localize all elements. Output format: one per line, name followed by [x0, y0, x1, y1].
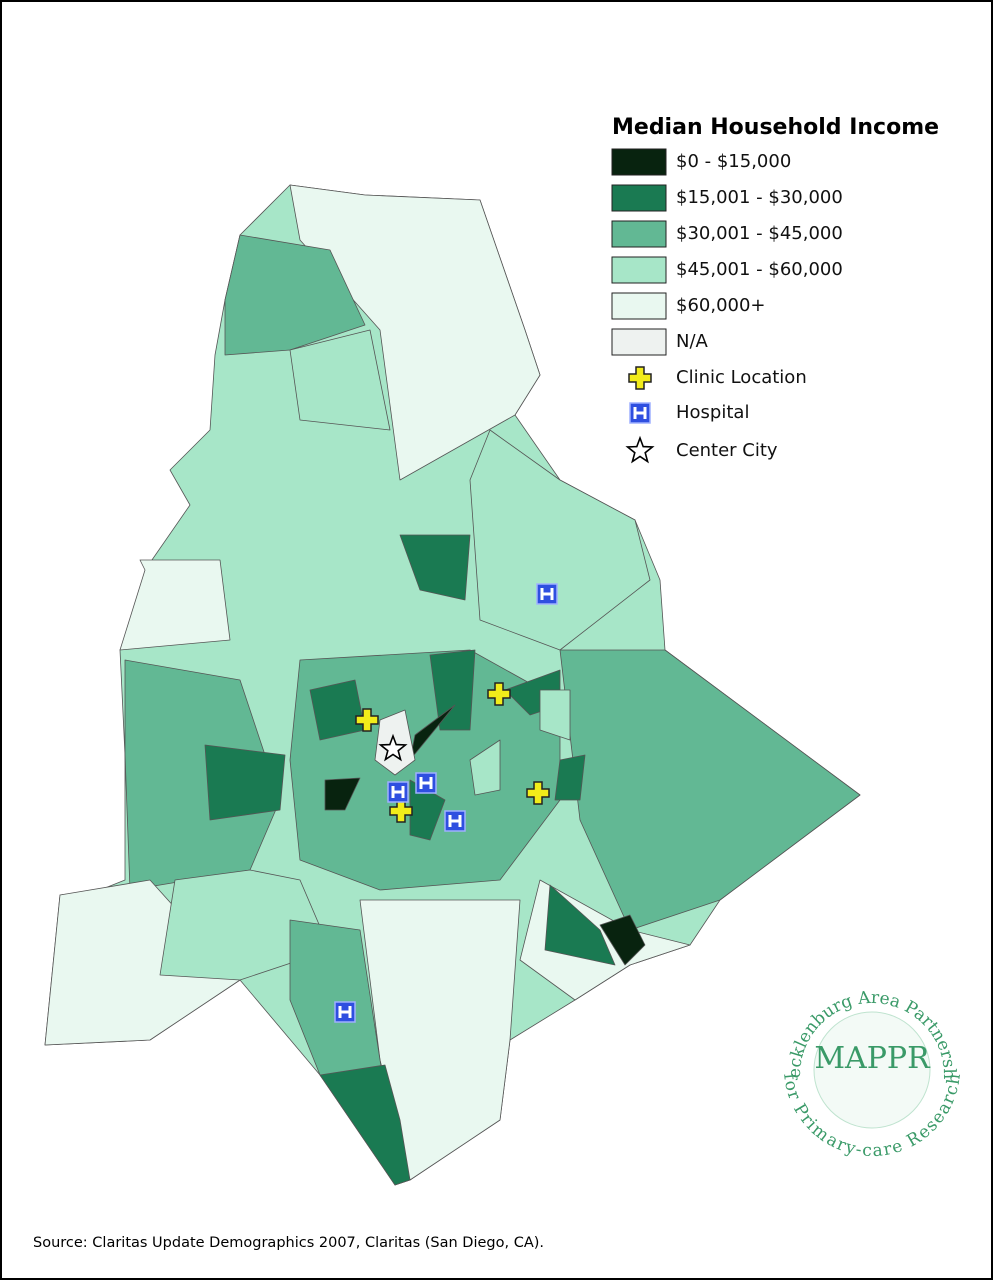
tract: [204, 744, 286, 821]
tract: [559, 649, 861, 931]
legend-swatch: [611, 220, 667, 248]
tract: [119, 559, 231, 651]
tract: [469, 739, 501, 796]
legend-swatch: [611, 256, 667, 284]
tract: [289, 329, 391, 431]
clinic-icon: [628, 366, 652, 390]
tract: [429, 649, 476, 731]
center-city-icon: [378, 733, 408, 762]
tract: [309, 679, 366, 741]
hospital-letter: [633, 407, 647, 419]
logo-acronym: MAPPR: [814, 1041, 931, 1076]
clinic-icon: [526, 781, 550, 805]
tract: [544, 884, 616, 966]
legend-label: N/A: [676, 331, 709, 352]
markers: [334, 583, 558, 1023]
source: Source: Claritas Update Demographics 200…: [33, 1235, 544, 1251]
clinic-icon: [389, 799, 413, 823]
hospital-letter: [391, 786, 405, 798]
clinic-icon: [355, 708, 379, 732]
tract: [399, 534, 471, 601]
logo-map: [813, 1011, 931, 1129]
tract: [539, 689, 571, 741]
hospital-letter: [419, 777, 433, 789]
regions: [44, 184, 861, 1186]
tract: [324, 777, 361, 811]
clinic-icon: [487, 682, 511, 706]
legend-label: Center City: [676, 440, 778, 461]
hospital-letter: [338, 1006, 352, 1018]
legend-label: $60,000+: [676, 295, 766, 316]
legend-swatch: [611, 148, 667, 176]
tract: [554, 754, 586, 801]
legend-title: Median Household Income: [612, 115, 939, 140]
legend: $0 - $15,000 $15,001 - $30,000 $30,001 - $…: [611, 148, 843, 464]
tract: [319, 1064, 411, 1186]
legend-label: Hospital: [676, 402, 749, 423]
tract: [469, 429, 651, 651]
legend-label: $30,001 - $45,000: [676, 223, 843, 244]
hospital-letter: [448, 815, 462, 827]
legend-swatch: [611, 184, 667, 212]
legend-label: $45,001 - $60,000: [676, 259, 843, 280]
legend-label: Clinic Location: [676, 367, 807, 388]
legend-swatch: [611, 292, 667, 320]
center-city-icon: [625, 435, 655, 464]
legend-swatch: [611, 328, 667, 356]
legend-label: $0 - $15,000: [676, 151, 791, 172]
tract: [159, 869, 331, 981]
hospital-letter: [540, 588, 554, 600]
tract: [599, 914, 646, 966]
legend-label: $15,001 - $30,000: [676, 187, 843, 208]
